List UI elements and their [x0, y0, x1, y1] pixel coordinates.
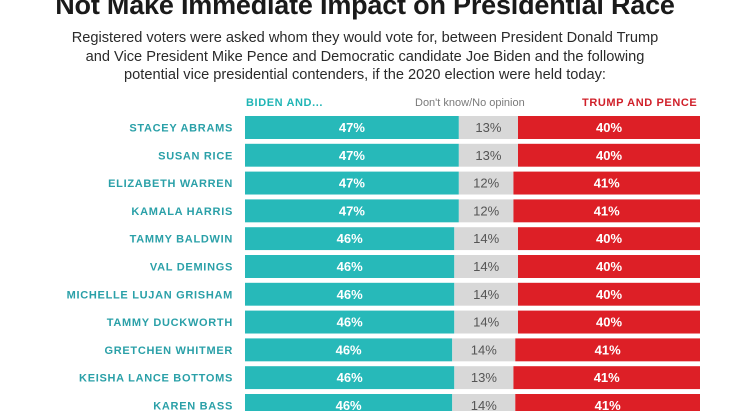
row-gap	[245, 333, 700, 339]
bar-trump-val-demings	[518, 255, 700, 278]
value-biden-tammy-baldwin: 46%	[337, 231, 363, 246]
value-trump-karen-bass: 41%	[595, 398, 621, 411]
legend-dont-know: Don't know/No opinion	[415, 97, 525, 109]
row-gap	[245, 194, 700, 200]
bar-trump-elizabeth-warren	[513, 171, 700, 195]
bar-dont-know-tammy-baldwin	[454, 227, 518, 251]
value-biden-val-demings: 46%	[337, 259, 363, 274]
value-dont-know-stacey-abrams: 13%	[475, 120, 501, 135]
value-biden-karen-bass: 46%	[336, 398, 362, 411]
value-dont-know-val-demings: 14%	[473, 259, 499, 274]
bar-trump-susan-rice	[518, 143, 700, 167]
chart-subtitle: Registered voters were asked whom they w…	[71, 30, 659, 83]
bar-trump-stacey-abrams	[518, 116, 700, 139]
bar-biden-val-demings	[245, 255, 455, 278]
bar-biden-kamala-harris	[245, 199, 459, 223]
value-trump-val-demings: 40%	[596, 259, 622, 274]
value-trump-tammy-duckworth: 40%	[596, 315, 622, 330]
value-biden-susan-rice: 47%	[339, 148, 365, 163]
row-label-susan-rice: SUSAN RICE	[158, 150, 233, 162]
bar-trump-keisha-lance-bottoms	[513, 366, 700, 390]
bar-biden-elizabeth-warren	[245, 171, 459, 195]
value-biden-kamala-harris: 47%	[339, 203, 365, 218]
value-trump-gretchen-whitmer: 41%	[595, 342, 621, 357]
bar-biden-michelle-lujan-grisham	[245, 282, 455, 306]
bar-dont-know-stacey-abrams	[458, 116, 518, 139]
bar-dont-know-elizabeth-warren	[458, 171, 514, 195]
value-dont-know-elizabeth-warren: 12%	[473, 176, 499, 191]
bar-biden-stacey-abrams	[245, 116, 459, 139]
row-label-karen-bass: KAREN BASS	[153, 401, 233, 411]
row-label-tammy-baldwin: TAMMY BALDWIN	[130, 234, 233, 246]
bar-biden-tammy-baldwin	[245, 227, 455, 251]
bar-dont-know-michelle-lujan-grisham	[454, 282, 518, 306]
row-label-michelle-lujan-grisham: MICHELLE LUJAN GRISHAM	[67, 289, 233, 301]
value-dont-know-michelle-lujan-grisham: 14%	[473, 287, 499, 302]
bar-biden-karen-bass	[245, 394, 453, 411]
row-gap	[245, 139, 700, 144]
row-gap	[245, 222, 700, 228]
bar-trump-gretchen-whitmer	[515, 338, 700, 362]
legend-biden: BIDEN AND...	[246, 97, 324, 109]
value-dont-know-karen-bass: 14%	[471, 398, 497, 411]
bar-dont-know-karen-bass	[452, 394, 516, 411]
value-trump-michelle-lujan-grisham: 40%	[596, 287, 622, 302]
value-biden-keisha-lance-bottoms: 46%	[337, 370, 363, 385]
row-gap	[245, 389, 700, 394]
value-biden-tammy-duckworth: 46%	[337, 315, 363, 330]
value-dont-know-gretchen-whitmer: 14%	[471, 342, 497, 357]
row-label-kamala-harris: KAMALA HARRIS	[131, 206, 233, 218]
bar-dont-know-kamala-harris	[458, 199, 514, 223]
legend-trump: TRUMP AND PENCE	[582, 97, 698, 109]
bar-trump-tammy-baldwin	[518, 227, 700, 251]
value-trump-susan-rice: 40%	[596, 148, 622, 163]
value-biden-gretchen-whitmer: 46%	[336, 342, 362, 357]
bar-dont-know-tammy-duckworth	[454, 310, 518, 334]
chart-title: Not Make Immediate Impact on Presidentia…	[55, 0, 675, 20]
value-trump-stacey-abrams: 40%	[596, 120, 622, 135]
value-trump-tammy-baldwin: 40%	[596, 231, 622, 246]
value-trump-elizabeth-warren: 41%	[594, 176, 620, 191]
value-biden-stacey-abrams: 47%	[339, 120, 365, 135]
value-dont-know-keisha-lance-bottoms: 13%	[471, 370, 497, 385]
bar-biden-susan-rice	[245, 143, 459, 167]
value-dont-know-tammy-duckworth: 14%	[473, 315, 499, 330]
bar-trump-kamala-harris	[513, 199, 700, 223]
bar-dont-know-val-demings	[454, 255, 518, 278]
row-gap	[245, 305, 700, 311]
row-gap	[245, 166, 700, 172]
value-dont-know-tammy-baldwin: 14%	[473, 231, 499, 246]
row-label-elizabeth-warren: ELIZABETH WARREN	[108, 178, 233, 190]
value-biden-elizabeth-warren: 47%	[339, 176, 365, 191]
bar-dont-know-susan-rice	[458, 143, 518, 167]
row-label-gretchen-whitmer: GRETCHEN WHITMER	[104, 345, 233, 357]
row-label-stacey-abrams: STACEY ABRAMS	[129, 123, 233, 135]
value-dont-know-susan-rice: 13%	[475, 148, 501, 163]
value-trump-kamala-harris: 41%	[594, 203, 620, 218]
bar-trump-karen-bass	[515, 394, 700, 411]
row-label-tammy-duckworth: TAMMY DUCKWORTH	[107, 317, 233, 329]
bar-trump-tammy-duckworth	[518, 310, 700, 334]
value-biden-michelle-lujan-grisham: 46%	[337, 287, 363, 302]
bar-biden-gretchen-whitmer	[245, 338, 453, 362]
bar-biden-keisha-lance-bottoms	[245, 366, 455, 390]
row-gap	[245, 250, 700, 255]
bar-biden-tammy-duckworth	[245, 310, 455, 334]
row-label-keisha-lance-bottoms: KEISHA LANCE BOTTOMS	[79, 373, 233, 385]
row-gap	[245, 361, 700, 367]
bar-dont-know-keisha-lance-bottoms	[454, 366, 514, 390]
bar-trump-michelle-lujan-grisham	[518, 282, 700, 306]
row-label-val-demings: VAL DEMINGS	[150, 262, 233, 274]
value-dont-know-kamala-harris: 12%	[473, 203, 499, 218]
row-gap	[245, 278, 700, 283]
bar-dont-know-gretchen-whitmer	[452, 338, 516, 362]
value-trump-keisha-lance-bottoms: 41%	[594, 370, 620, 385]
